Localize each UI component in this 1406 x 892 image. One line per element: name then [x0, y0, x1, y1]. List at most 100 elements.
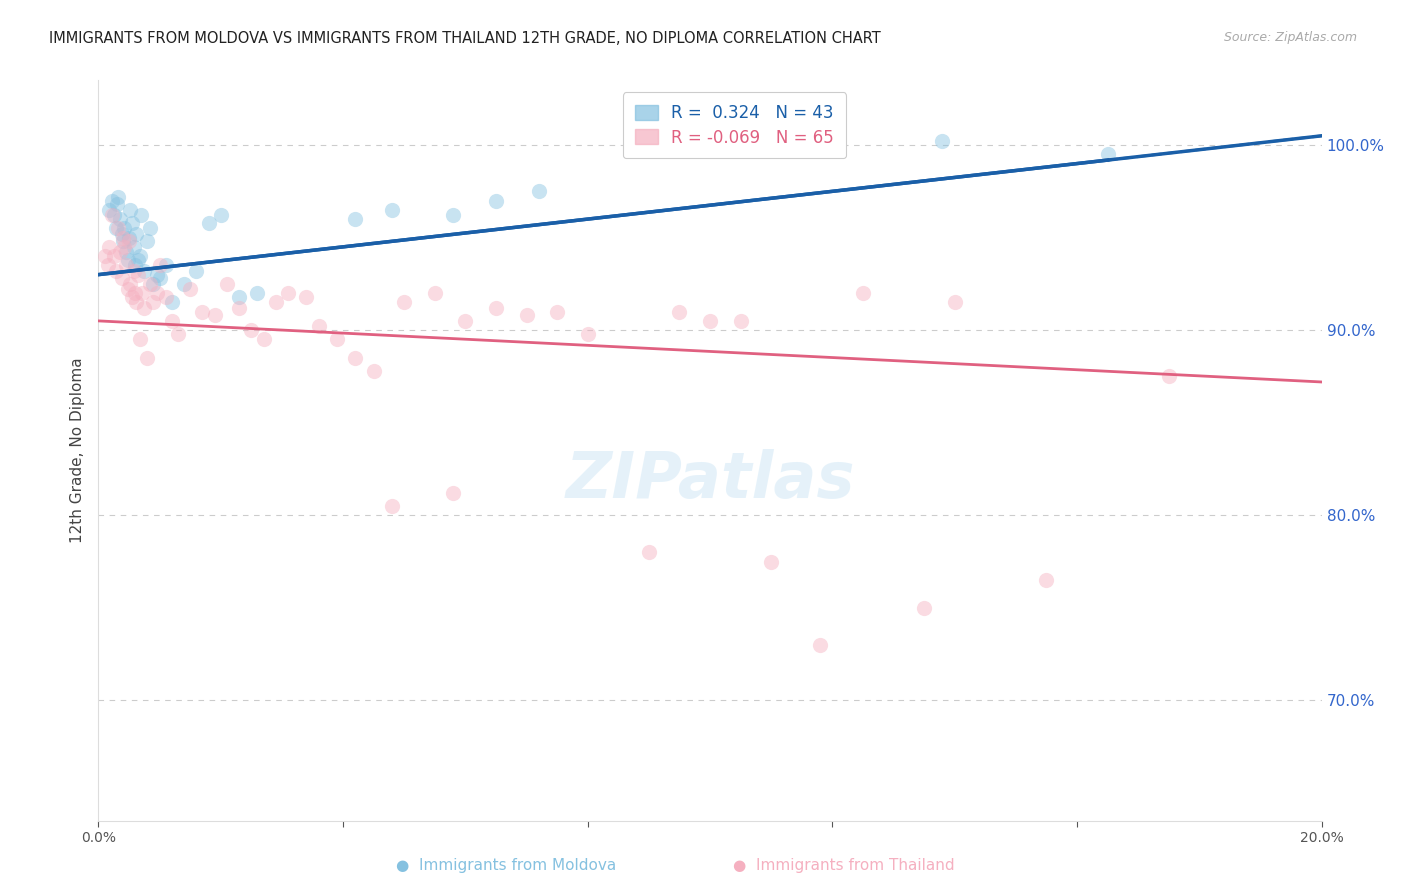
Point — [115, 259, 138, 273]
Point — [111, 235, 134, 249]
Legend: R =  0.324   N = 43, R = -0.069   N = 65: R = 0.324 N = 43, R = -0.069 N = 65 — [623, 92, 846, 158]
Point — [730, 314, 752, 328]
Point — [124, 259, 146, 273]
Point — [423, 286, 446, 301]
Text: ●  Immigrants from Moldova: ● Immigrants from Moldova — [396, 858, 616, 872]
Point — [101, 208, 124, 222]
Point — [117, 252, 139, 267]
Point — [295, 290, 318, 304]
Point — [204, 309, 226, 323]
Point — [160, 295, 183, 310]
Point — [699, 314, 721, 328]
Point — [139, 221, 162, 235]
Point — [129, 249, 152, 263]
Point — [112, 221, 135, 235]
Point — [103, 249, 125, 263]
Text: Source: ZipAtlas.com: Source: ZipAtlas.com — [1223, 31, 1357, 45]
Point — [134, 301, 156, 315]
Point — [943, 295, 966, 310]
Point — [118, 230, 141, 244]
Point — [326, 333, 349, 347]
Point — [228, 290, 250, 304]
Point — [101, 194, 124, 208]
Point — [149, 259, 172, 273]
Point — [191, 304, 214, 318]
Point — [124, 286, 146, 301]
Point — [808, 638, 831, 652]
Point — [1097, 147, 1119, 161]
Point — [668, 304, 690, 318]
Point — [186, 264, 208, 278]
Point — [149, 271, 172, 285]
Point — [145, 268, 167, 282]
Point — [344, 212, 367, 227]
Point — [122, 264, 145, 278]
Point — [112, 240, 135, 254]
Point — [228, 301, 250, 315]
Point — [252, 333, 274, 347]
Point — [120, 202, 142, 217]
Point — [105, 197, 128, 211]
Point — [308, 319, 330, 334]
Point — [107, 221, 129, 235]
Point — [145, 286, 167, 301]
Point — [98, 202, 121, 217]
Point — [546, 304, 568, 318]
Text: ZIPatlas: ZIPatlas — [565, 449, 855, 511]
Point — [107, 190, 129, 204]
Point — [129, 333, 152, 347]
Point — [1157, 369, 1180, 384]
Point — [108, 245, 131, 260]
Point — [931, 134, 953, 148]
Point — [117, 282, 139, 296]
Y-axis label: 12th Grade, No Diploma: 12th Grade, No Diploma — [69, 358, 84, 543]
Point — [381, 202, 404, 217]
Point — [111, 227, 134, 241]
Point — [1035, 573, 1057, 587]
Point — [104, 264, 127, 278]
Point — [111, 271, 134, 285]
Point — [277, 286, 299, 301]
Point — [516, 309, 538, 323]
Point — [139, 277, 162, 291]
Point — [125, 227, 148, 241]
Point — [240, 323, 263, 337]
Point — [209, 208, 232, 222]
Point — [215, 277, 238, 291]
Point — [454, 314, 477, 328]
Point — [246, 286, 269, 301]
Point — [392, 295, 416, 310]
Point — [103, 208, 125, 222]
Point — [127, 252, 149, 267]
Point — [134, 264, 156, 278]
Point — [131, 286, 153, 301]
Point — [98, 240, 121, 254]
Point — [912, 600, 935, 615]
Point — [121, 290, 143, 304]
Point — [485, 301, 508, 315]
Text: ●  Immigrants from Thailand: ● Immigrants from Thailand — [733, 858, 955, 872]
Point — [179, 282, 201, 296]
Point — [155, 290, 177, 304]
Point — [852, 286, 875, 301]
Point — [363, 364, 385, 378]
Point — [527, 185, 550, 199]
Point — [115, 245, 138, 260]
Point — [93, 249, 115, 263]
Point — [97, 259, 120, 273]
Point — [122, 240, 145, 254]
Point — [108, 212, 131, 227]
Point — [120, 277, 142, 291]
Point — [381, 499, 404, 513]
Point — [129, 208, 152, 222]
Point — [264, 295, 287, 310]
Text: IMMIGRANTS FROM MOLDOVA VS IMMIGRANTS FROM THAILAND 12TH GRADE, NO DIPLOMA CORRE: IMMIGRANTS FROM MOLDOVA VS IMMIGRANTS FR… — [49, 31, 882, 46]
Point — [441, 486, 464, 500]
Point — [127, 268, 149, 282]
Point — [111, 230, 134, 244]
Point — [668, 138, 690, 153]
Point — [637, 545, 661, 559]
Point — [125, 295, 148, 310]
Point — [485, 194, 508, 208]
Point — [167, 326, 190, 341]
